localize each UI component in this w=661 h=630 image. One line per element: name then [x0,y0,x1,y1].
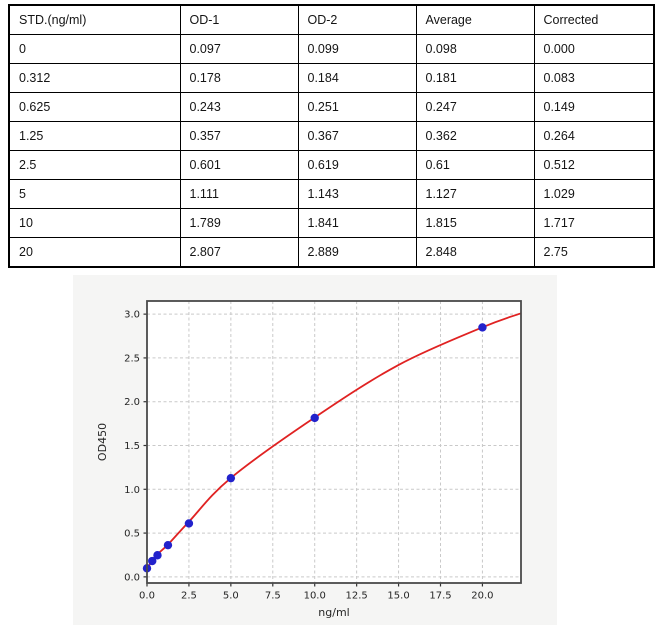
table-cell: 0.512 [533,150,655,180]
table-cell: 0.362 [415,121,535,151]
table-cell: 0.357 [179,121,299,151]
table-cell: 0.000 [533,34,655,64]
x-tick-label: 7.5 [265,591,281,602]
table-cell: 5 [8,179,181,209]
data-point [478,323,487,332]
table-header-cell: OD-2 [297,4,417,35]
table-cell: 0.625 [8,92,181,122]
table-cell: 0.097 [179,34,299,64]
x-tick-label: 5.0 [223,591,239,602]
y-tick-label: 3.0 [124,310,140,321]
table-cell: 1.111 [179,179,299,209]
table-header-cell: Average [415,4,535,35]
y-tick-label: 2.5 [124,353,140,364]
table-header-cell: OD-1 [179,4,299,35]
table-cell: 2.807 [179,237,299,268]
table-cell: 0.251 [297,92,417,122]
table-row: 10 1.789 1.841 1.815 1.717 [8,208,655,238]
table-cell: 0.083 [533,63,655,93]
table-header-cell: STD.(ng/ml) [8,4,181,35]
table-cell: 1.127 [415,179,535,209]
data-point [163,540,173,550]
table-cell: 1.841 [297,208,417,238]
x-tick-label: 2.5 [181,591,197,602]
y-tick-label: 0.0 [124,572,140,583]
table-cell: 0.243 [179,92,299,122]
table-cell: 1.815 [415,208,535,238]
table-header-cell: Corrected [533,4,655,35]
table-row: 5 1.111 1.143 1.127 1.029 [8,179,655,209]
table-cell: 0.61 [415,150,535,180]
plot-area [147,301,521,583]
table-cell: 0.264 [533,121,655,151]
table-cell: 0.181 [415,63,535,93]
x-axis-label: ng/ml [318,606,349,619]
table-row: 0 0.097 0.099 0.098 0.000 [8,34,655,64]
table-cell: 0.312 [8,63,181,93]
table-cell: 1.029 [533,179,655,209]
table-cell: 1.143 [297,179,417,209]
data-point [310,413,319,423]
x-tick-label: 10.0 [304,591,326,602]
table-cell: 0.099 [297,34,417,64]
y-tick-label: 2.0 [124,397,140,408]
x-tick-label: 17.5 [429,591,451,602]
y-axis-label: OD450 [96,423,109,461]
table-cell: 0.601 [179,150,299,180]
x-tick-label: 0.0 [139,591,155,602]
table-cell: 0 [8,34,181,64]
table-row: 0.312 0.178 0.184 0.181 0.083 [8,63,655,93]
table-cell: 1.25 [8,121,181,151]
x-tick-label: 15.0 [387,591,409,602]
standard-curve-figure: 0.0 2.5 5.0 7.5 10.0 12.5 15.0 17.5 20.0 0.0 0.5 1.… [73,275,557,625]
table-cell: 2.75 [533,237,655,268]
x-tick-label: 12.5 [346,591,368,602]
table-row: 2.5 0.601 0.619 0.61 0.512 [8,150,655,180]
table-cell: 0.619 [297,150,417,180]
table-cell: 0.178 [179,63,299,93]
table-cell: 0.247 [415,92,535,122]
data-point [226,473,236,483]
table-row: 0.625 0.243 0.251 0.247 0.149 [8,92,655,122]
table-cell: 0.184 [297,63,417,93]
table-header-row: STD.(ng/ml) OD-1 OD-2 Average Corrected [8,4,655,35]
table-row: 1.25 0.357 0.367 0.362 0.264 [8,121,655,151]
table-cell: 1.717 [533,208,655,238]
table-cell: 1.789 [179,208,299,238]
table-row: 20 2.807 2.889 2.848 2.75 [8,237,655,268]
y-tick-label: 1.0 [124,485,140,496]
table-cell: 20 [8,237,181,268]
table-cell: 0.098 [415,34,535,64]
standards-table: STD.(ng/ml) OD-1 OD-2 Average Corrected 0 0.09… [8,4,655,268]
x-tick-label: 20.0 [471,591,493,602]
y-tick-label: 0.5 [124,529,140,540]
plot-frame [146,300,522,584]
table-cell: 0.367 [297,121,417,151]
standard-curve-chart: 0.0 2.5 5.0 7.5 10.0 12.5 15.0 17.5 20.0 0.0 0.5 1.… [73,275,557,625]
table-cell: 10 [8,208,181,238]
standards-table-container: STD.(ng/ml) OD-1 OD-2 Average Corrected 0 0.09… [8,4,655,268]
y-tick-label: 1.5 [124,441,140,452]
table-cell: 0.149 [533,92,655,122]
table-cell: 2.5 [8,150,181,180]
table-cell: 2.848 [415,237,535,268]
data-point [153,551,162,560]
table-cell: 2.889 [297,237,417,268]
data-point [184,519,194,528]
data-point [148,556,157,566]
